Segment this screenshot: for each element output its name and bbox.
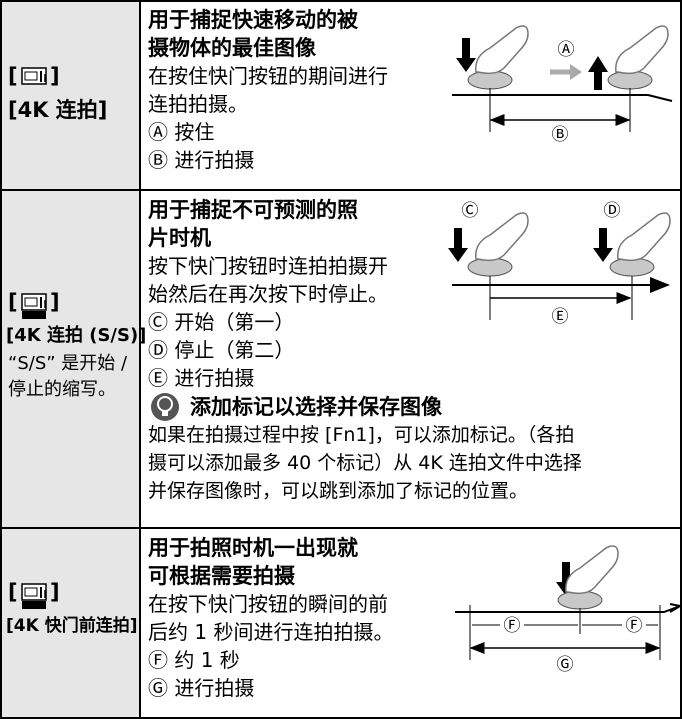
tip-text: 摄可以添加最多 40 个标记）从 4K 连拍文件中选择 (148, 452, 582, 474)
mode-name: [4K 连拍 (S/S)] (6, 325, 147, 346)
bracket: ] (50, 580, 60, 604)
tip-text: 如果在拍摄过程中按 [Fn1]，可以添加标记。（各拍 (148, 424, 575, 446)
description: 连拍拍摄。 (148, 92, 248, 116)
bracket: [ (8, 290, 18, 314)
diagram-label: Ⓐ (558, 40, 575, 60)
row-title: 摄物体的最佳图像 (148, 36, 316, 60)
mode-name: [4K 连拍] (8, 98, 108, 122)
item: Ⓒ 开始（第一） (148, 310, 295, 334)
bracket: [ (8, 580, 18, 604)
mode-note: “S/S” 是开始 / (8, 353, 128, 374)
item: Ⓑ 进行拍摄 (148, 148, 255, 172)
description: 在按住快门按钮的期间进行 (148, 64, 388, 88)
item: Ⓐ 按住 (148, 120, 215, 144)
row-title: 用于捕捉快速移动的被 (148, 8, 358, 32)
diagram-label: Ⓖ (557, 655, 574, 675)
diagram-label: Ⓕ (504, 616, 521, 636)
bracket: ] (50, 64, 60, 88)
description: 始然后在再次按下时停止。 (148, 282, 388, 306)
bracket: ] (50, 290, 60, 314)
row-title: 用于捕捉不可预测的照 (148, 198, 358, 222)
diagram-label: Ⓔ (552, 307, 569, 327)
tip-heading: 添加标记以选择并保存图像 (190, 395, 442, 419)
row-title: 片时机 (148, 226, 211, 250)
row-title: 用于拍照时机一出现就 (148, 536, 358, 560)
bracket: [ (8, 64, 18, 88)
item: Ⓕ 约 1 秒 (148, 648, 240, 672)
mode-note: 停止的缩写。 (8, 379, 116, 400)
diagram-label: Ⓓ (604, 201, 621, 221)
tip-text: 并保存图像时，可以跳到添加了标记的位置。 (148, 480, 529, 502)
item: Ⓓ 停止（第二） (148, 338, 295, 362)
diagram-label: Ⓒ (462, 201, 479, 221)
item: Ⓖ 进行拍摄 (148, 676, 255, 700)
description: 在按下快门按钮的瞬间的前 (148, 592, 388, 616)
diagram-label: Ⓕ (626, 616, 643, 636)
row-title: 可根据需要拍摄 (148, 564, 295, 588)
item: Ⓔ 进行拍摄 (148, 366, 255, 390)
mode-name: [4K 快门前连拍] (6, 616, 138, 636)
description: 后约 1 秒间进行连拍拍摄。 (148, 620, 394, 644)
diagram-label: Ⓑ (552, 125, 569, 145)
description: 按下快门按钮时连拍拍摄开 (148, 254, 388, 278)
